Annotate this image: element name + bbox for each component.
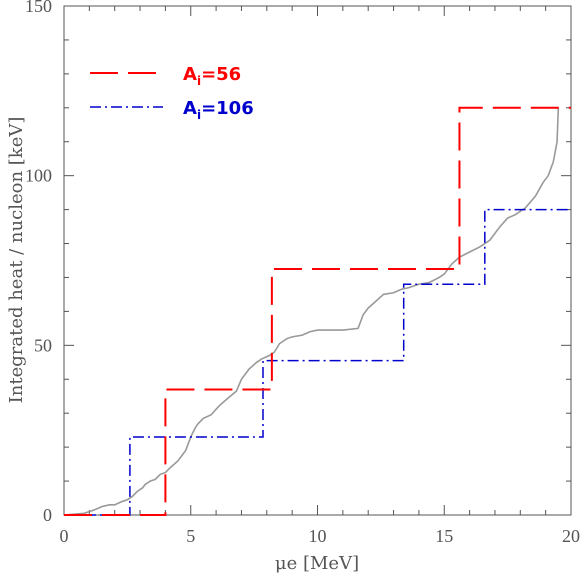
legend-label-ai-106: Ai=106 bbox=[183, 98, 254, 122]
series-layer bbox=[63, 106, 571, 516]
series-line-ai-106 bbox=[64, 208, 571, 516]
series-line-ai-56 bbox=[64, 106, 571, 516]
legend-label-subscript: i bbox=[197, 108, 201, 122]
plot-frame bbox=[63, 5, 572, 516]
x-axis-ticks: 0 5 10 15 20 bbox=[60, 6, 580, 546]
x-tick-label: 0 bbox=[60, 526, 69, 546]
x-tick-label: 10 bbox=[309, 526, 327, 546]
y-tick-label: 150 bbox=[25, 0, 52, 16]
y-tick-label: 0 bbox=[43, 505, 52, 525]
y-tick-label: 100 bbox=[25, 166, 52, 186]
x-tick-label: 20 bbox=[562, 526, 580, 546]
legend-label-main: A bbox=[183, 98, 197, 119]
legend-label-main: A bbox=[183, 64, 197, 85]
series-line-theory bbox=[63, 107, 560, 516]
y-axis-ticks: 0 50 100 150 bbox=[25, 0, 571, 525]
legend-label-ai-56: Ai=56 bbox=[183, 64, 241, 88]
x-axis-label: μe [MeV] bbox=[275, 553, 359, 574]
y-axis-label: Integrated heat / nucleon [keV] bbox=[6, 117, 27, 404]
legend-label-subscript: i bbox=[197, 74, 201, 88]
legend: Ai=56 Ai=106 bbox=[90, 64, 254, 122]
legend-label-rest: =106 bbox=[201, 98, 254, 119]
legend-label-rest: =56 bbox=[201, 64, 241, 85]
x-tick-label: 15 bbox=[435, 526, 453, 546]
x-tick-label: 5 bbox=[186, 526, 195, 546]
y-tick-label: 50 bbox=[34, 335, 52, 355]
